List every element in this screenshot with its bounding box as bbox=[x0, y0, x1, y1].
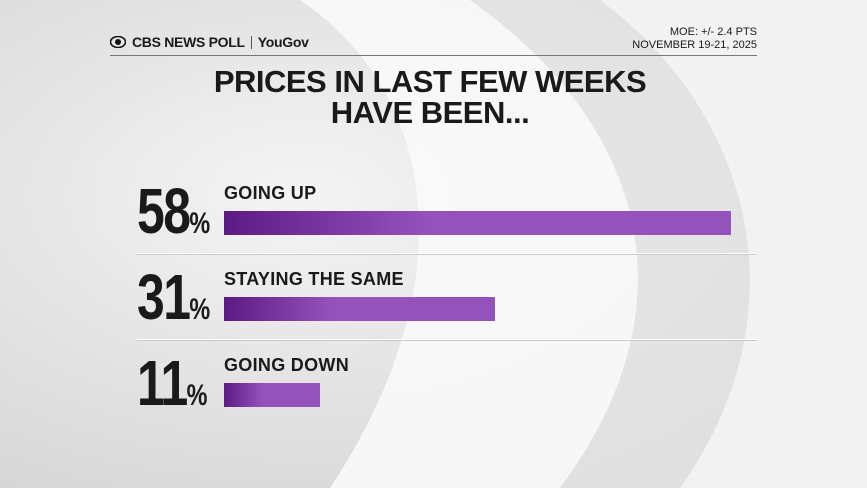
value-label: 11% bbox=[137, 347, 208, 419]
brand-name: CBS NEWS POLL bbox=[132, 34, 245, 50]
partner: YouGov bbox=[257, 34, 309, 50]
chart-title: PRICES IN LAST FEW WEEKS HAVE BEEN... bbox=[213, 64, 647, 130]
category-label: STAYING THE SAME bbox=[224, 269, 404, 289]
meta: MOE: +/- 2.4 PTS NOVEMBER 19-21, 2025 bbox=[632, 26, 757, 52]
bar bbox=[224, 383, 321, 407]
value-label: 58% bbox=[137, 175, 211, 247]
separator bbox=[250, 35, 252, 49]
value-label: 31% bbox=[137, 261, 211, 333]
moe: MOE: +/- 2.4 PTS bbox=[669, 26, 757, 38]
row-separator bbox=[137, 339, 757, 340]
category-label: GOING DOWN bbox=[224, 355, 349, 375]
bar bbox=[224, 297, 495, 321]
bar bbox=[224, 211, 731, 235]
category-label: GOING UP bbox=[224, 183, 317, 203]
dates: NOVEMBER 19-21, 2025 bbox=[632, 39, 757, 51]
logo bbox=[110, 36, 126, 48]
header-rule bbox=[110, 55, 757, 56]
brand: CBS NEWS POLL YouGov bbox=[110, 34, 309, 50]
row-separator bbox=[137, 253, 757, 254]
